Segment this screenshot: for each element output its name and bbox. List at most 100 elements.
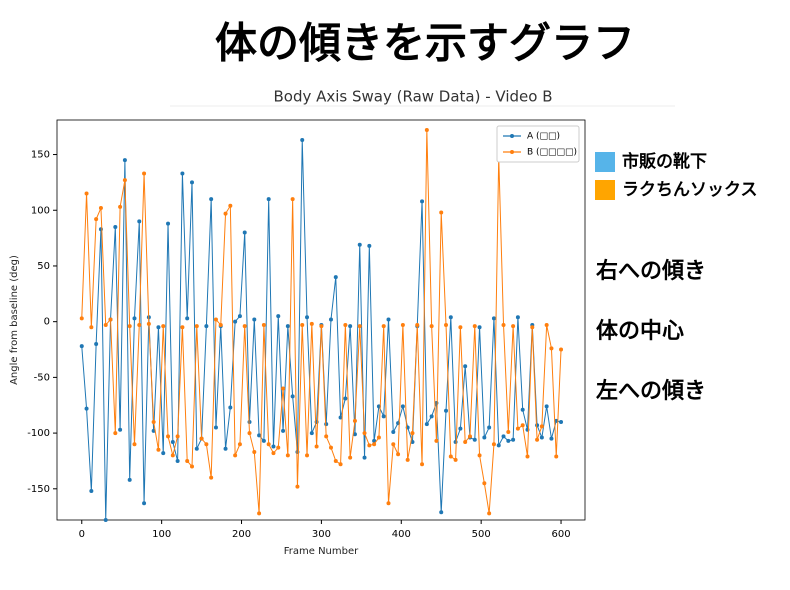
side-legend-swatch — [595, 152, 615, 172]
x-tick-label: 400 — [392, 529, 411, 540]
point — [338, 415, 343, 420]
point — [496, 443, 501, 448]
point — [94, 341, 99, 346]
point — [209, 197, 214, 202]
point — [362, 431, 367, 436]
point — [261, 438, 266, 443]
point — [309, 431, 314, 436]
point — [448, 454, 453, 459]
y-tick-label: -150 — [27, 484, 50, 495]
legend-marker — [510, 150, 514, 154]
point — [261, 323, 266, 328]
point — [554, 418, 559, 423]
point — [333, 275, 338, 280]
y-tick-label: 50 — [37, 261, 50, 272]
point — [228, 203, 233, 208]
point — [352, 432, 357, 437]
point — [491, 316, 496, 321]
point — [137, 323, 142, 328]
point — [333, 458, 338, 463]
point — [348, 455, 353, 460]
point — [156, 325, 161, 330]
point — [328, 445, 333, 450]
point — [305, 315, 310, 320]
point — [391, 442, 396, 447]
y-tick-label: 100 — [31, 205, 50, 216]
point — [285, 453, 290, 458]
point — [362, 455, 367, 460]
point — [343, 396, 348, 401]
point — [132, 442, 137, 447]
point — [204, 324, 209, 329]
point — [539, 424, 544, 429]
point — [151, 419, 156, 424]
point — [400, 323, 405, 328]
point — [324, 434, 329, 439]
point — [367, 443, 372, 448]
point — [103, 518, 108, 522]
point — [189, 180, 194, 185]
legend-box — [496, 125, 580, 163]
point — [444, 408, 449, 413]
point — [458, 325, 463, 330]
point — [156, 447, 161, 452]
point — [381, 414, 386, 419]
point — [357, 242, 362, 247]
point — [290, 197, 295, 202]
point — [79, 344, 84, 349]
page-title: 体の傾きを示すグラフ — [215, 19, 635, 68]
x-axis-label: Frame Number — [284, 546, 359, 557]
point — [472, 324, 477, 329]
point — [467, 434, 472, 439]
point — [381, 324, 386, 329]
point — [166, 221, 171, 226]
point — [386, 317, 391, 322]
point — [539, 435, 544, 440]
point — [247, 431, 252, 436]
side-legend-swatch — [595, 180, 615, 200]
point — [348, 324, 353, 329]
point — [434, 438, 439, 443]
point — [386, 501, 391, 506]
point — [328, 317, 333, 322]
point — [290, 394, 295, 399]
point — [213, 317, 218, 322]
point — [118, 427, 123, 432]
point — [487, 511, 492, 516]
point — [424, 128, 429, 133]
point — [237, 442, 242, 447]
point — [559, 347, 564, 352]
point — [300, 138, 305, 143]
y-tick-label: 150 — [31, 150, 50, 161]
point — [400, 404, 405, 409]
point — [305, 453, 310, 458]
chart-title: Body Axis Sway (Raw Data) - Video B — [273, 88, 552, 106]
point — [146, 321, 151, 326]
point — [175, 458, 180, 463]
point — [122, 178, 127, 183]
point — [98, 206, 103, 211]
legend-label: A (□□) — [527, 132, 560, 142]
point — [213, 425, 218, 430]
point — [266, 197, 271, 202]
series-line — [81, 130, 562, 514]
point — [218, 323, 223, 328]
point — [180, 171, 185, 176]
point — [228, 405, 233, 410]
point — [300, 323, 305, 328]
point — [352, 418, 357, 423]
point — [271, 451, 276, 456]
point — [161, 324, 166, 329]
point — [376, 435, 381, 440]
point — [520, 423, 525, 428]
annotation: 体の中心 — [596, 319, 684, 344]
y-tick-label: -50 — [34, 372, 50, 383]
point — [424, 422, 429, 427]
point — [166, 434, 171, 439]
point — [170, 453, 175, 458]
point — [501, 434, 506, 439]
point — [281, 428, 286, 433]
point — [122, 158, 127, 163]
point — [108, 317, 113, 322]
point — [458, 426, 463, 431]
